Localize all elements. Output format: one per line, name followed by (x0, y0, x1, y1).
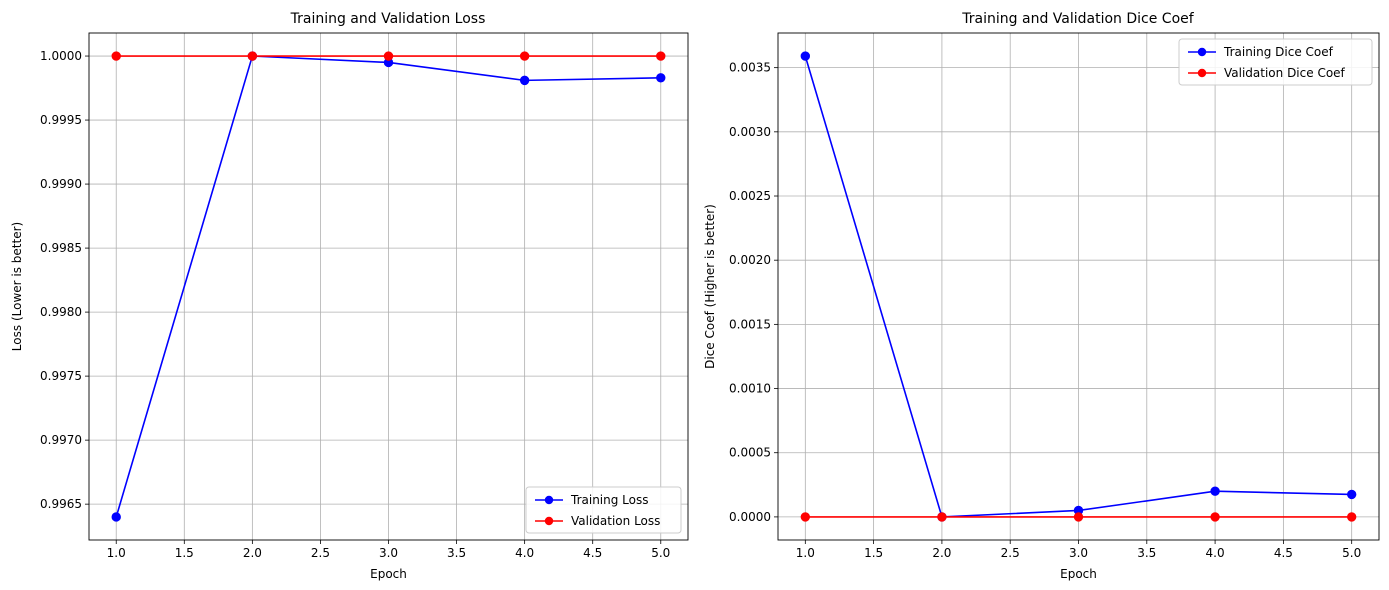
x-tick-label: 2.0 (932, 546, 951, 560)
chart-panel-2: 1.0 1.5 2.0 2.5 3.0 3.5 4.0 4.5 5.0 0.0000 0.0005 0… (703, 11, 1380, 581)
legend-marker (1197, 47, 1207, 57)
legend-marker (1197, 68, 1207, 78)
y-tick-label: 0.0015 (729, 317, 771, 331)
grid (89, 33, 688, 540)
data-point (1346, 512, 1357, 522)
y-tick-label: 0.0025 (729, 189, 771, 203)
x-tick-label: 5.0 (1342, 546, 1361, 560)
legend-box (1178, 38, 1373, 86)
legend-entry: Validation Loss (535, 514, 660, 528)
data-point (111, 51, 121, 61)
y-axis-label: Dice Coef (Higher is better) (703, 204, 717, 369)
legend-entry: Training Dice Coef (1188, 45, 1334, 59)
data-point (247, 51, 258, 61)
legend-label: Training Loss (570, 493, 648, 507)
x-tick-label: 2.5 (311, 546, 330, 560)
data-point (519, 51, 530, 61)
y-tick-label: 0.0005 (729, 446, 771, 460)
x-tick-label: 5.0 (651, 546, 670, 560)
y-tick-label: 0.0030 (729, 125, 771, 139)
y-tick-label: 0.9985 (40, 241, 82, 255)
x-tick-label: 3.0 (1069, 546, 1088, 560)
x-axis-label: Epoch (370, 567, 407, 581)
y-axis-label: Loss (Lower is better) (10, 222, 24, 351)
x-tick-label: 1.0 (796, 546, 815, 560)
data-point (1346, 489, 1357, 500)
data-point (656, 51, 666, 61)
data-point (800, 51, 811, 61)
legend-label: Training Dice Coef (1223, 45, 1334, 59)
x-tick-label: 1.5 (175, 546, 194, 560)
legend: Training Dice Coef Validation Dice Coef (1178, 38, 1373, 86)
x-tick-label: 1.5 (864, 546, 883, 560)
data-point (1210, 512, 1220, 522)
data-point (937, 512, 947, 522)
y-tick-label: 0.9995 (40, 113, 82, 127)
chart-title: Training and Validation Dice Coef (961, 11, 1194, 27)
y-tick-label: 0.9990 (40, 177, 82, 191)
series-2 (111, 51, 666, 61)
legend-label: Validation Dice Coef (1224, 66, 1346, 80)
y-tick-label: 1.0000 (40, 49, 82, 63)
legend-label: Validation Loss (571, 514, 660, 528)
axes-frame (777, 32, 1380, 541)
y-tick-label: 0.0020 (729, 253, 771, 267)
legend-entry: Training Loss (535, 493, 648, 507)
x-tick-label: 4.5 (1274, 546, 1293, 560)
legend: Training Loss Validation Loss (525, 486, 682, 534)
data-point (656, 73, 666, 83)
data-point (1073, 512, 1084, 522)
legend-marker (544, 516, 554, 526)
data-point (800, 512, 811, 522)
x-tick-label: 4.0 (515, 546, 534, 560)
x-tick-label: 2.0 (243, 546, 262, 560)
y-tick-label: 0.9980 (40, 305, 82, 319)
data-point (111, 512, 121, 522)
x-tick-label: 3.5 (447, 546, 466, 560)
x-tick-label: 2.5 (1001, 546, 1020, 560)
y-tick-label: 0.9965 (40, 497, 82, 511)
legend-marker (544, 495, 554, 505)
grid (778, 33, 1379, 540)
series-2 (800, 512, 1357, 522)
x-tick-label: 4.0 (1206, 546, 1225, 560)
data-point (1210, 486, 1220, 496)
x-tick-label: 4.5 (583, 546, 602, 560)
legend-box (525, 486, 682, 534)
chart-title: Training and Validation Loss (290, 11, 486, 27)
x-tick-label: 1.0 (107, 546, 126, 560)
legend-entry: Validation Dice Coef (1188, 66, 1346, 80)
y-tick-label: 0.0010 (729, 382, 771, 396)
y-tick-label: 0.9970 (40, 433, 82, 447)
y-tick-label: 0.0000 (729, 510, 771, 524)
y-tick-label: 0.9975 (40, 369, 82, 383)
axes-frame (88, 32, 689, 541)
x-axis-label: Epoch (1060, 567, 1097, 581)
chart-panel-1: 1.0 1.5 2.0 2.5 3.0 3.5 4.0 4.5 5.0 0.9965 0.9970 0… (10, 11, 689, 581)
x-tick-label: 3.0 (379, 546, 398, 560)
data-point (519, 75, 530, 86)
y-tick-label: 0.0035 (729, 61, 771, 75)
data-point (383, 51, 394, 61)
x-tick-label: 3.5 (1137, 546, 1156, 560)
